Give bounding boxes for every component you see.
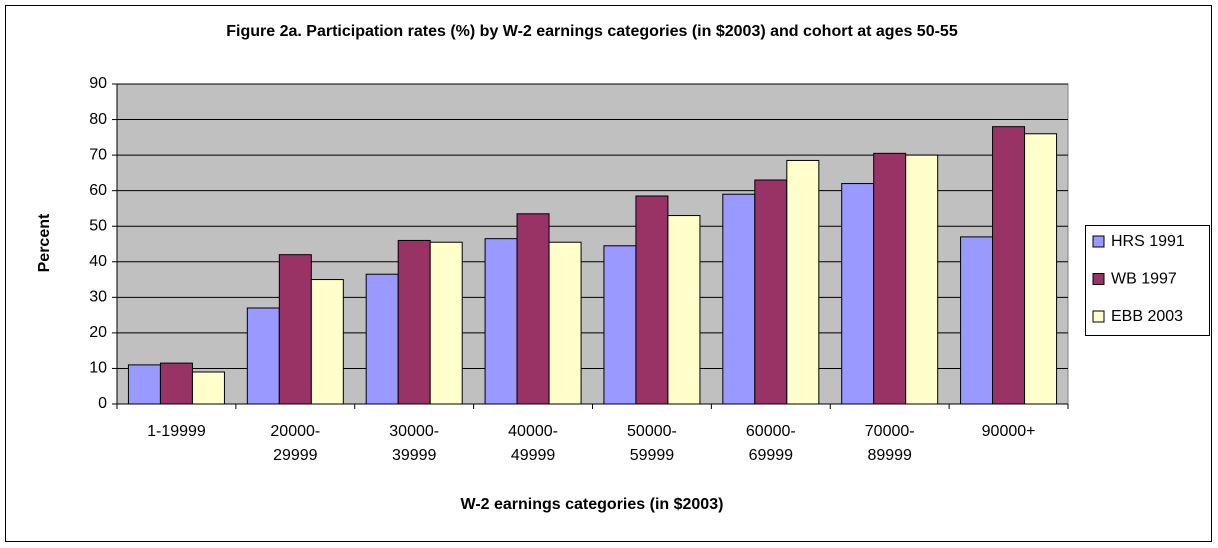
legend-swatch bbox=[1092, 235, 1105, 248]
x-axis-title: W-2 earnings categories (in $2003) bbox=[460, 496, 724, 513]
legend-swatch bbox=[1092, 310, 1105, 323]
y-tick-label: 0 bbox=[98, 395, 107, 412]
y-tick-label: 30 bbox=[89, 289, 107, 306]
x-tick-label: 60000-69999 bbox=[745, 423, 796, 464]
legend-label: HRS 1991 bbox=[1111, 233, 1185, 250]
bar bbox=[667, 215, 701, 405]
bar bbox=[127, 364, 161, 405]
bar bbox=[365, 273, 399, 405]
y-tick-label: 10 bbox=[89, 360, 107, 377]
bar bbox=[191, 371, 225, 405]
x-tick-label: 30000-39999 bbox=[389, 423, 440, 464]
bar bbox=[603, 245, 637, 405]
y-tick-label: 70 bbox=[89, 146, 107, 163]
bar bbox=[960, 236, 994, 405]
y-tick-label: 40 bbox=[89, 253, 107, 270]
bar bbox=[754, 179, 788, 405]
bar bbox=[397, 239, 431, 405]
x-tick-label: 70000-89999 bbox=[864, 423, 915, 464]
x-tick-label: 90000+ bbox=[981, 423, 1036, 440]
bar bbox=[548, 241, 582, 405]
bar bbox=[278, 254, 312, 405]
y-tick-label: 60 bbox=[89, 182, 107, 199]
x-tick-label: 40000-49999 bbox=[508, 423, 558, 464]
bar bbox=[246, 307, 280, 405]
y-tick-label: 20 bbox=[89, 324, 107, 341]
bar bbox=[159, 362, 193, 405]
legend-label: EBB 2003 bbox=[1111, 308, 1183, 325]
bar bbox=[1024, 133, 1058, 405]
bar bbox=[722, 193, 756, 405]
bar bbox=[484, 238, 518, 405]
legend-box bbox=[1085, 225, 1210, 336]
bar bbox=[429, 241, 463, 405]
chart-title: Figure 2a. Participation rates (%) by W-… bbox=[226, 23, 958, 40]
bar bbox=[992, 126, 1026, 405]
bar bbox=[786, 159, 820, 405]
bar bbox=[635, 195, 669, 405]
bar bbox=[873, 152, 907, 405]
legend-swatch bbox=[1092, 273, 1105, 285]
y-tick-label: 80 bbox=[89, 111, 107, 128]
bar bbox=[310, 279, 344, 405]
bar bbox=[516, 213, 550, 405]
x-tick-label: 1-19999 bbox=[147, 423, 206, 440]
y-tick-label: 50 bbox=[89, 217, 107, 234]
legend-label: WB 1997 bbox=[1111, 271, 1177, 288]
y-axis-title: Percent bbox=[36, 213, 53, 273]
y-tick-label: 90 bbox=[89, 75, 107, 92]
x-tick-label: 50000-59999 bbox=[627, 423, 677, 464]
x-tick-label: 20000-29999 bbox=[270, 423, 321, 464]
bar bbox=[905, 154, 939, 405]
bar bbox=[841, 183, 875, 405]
